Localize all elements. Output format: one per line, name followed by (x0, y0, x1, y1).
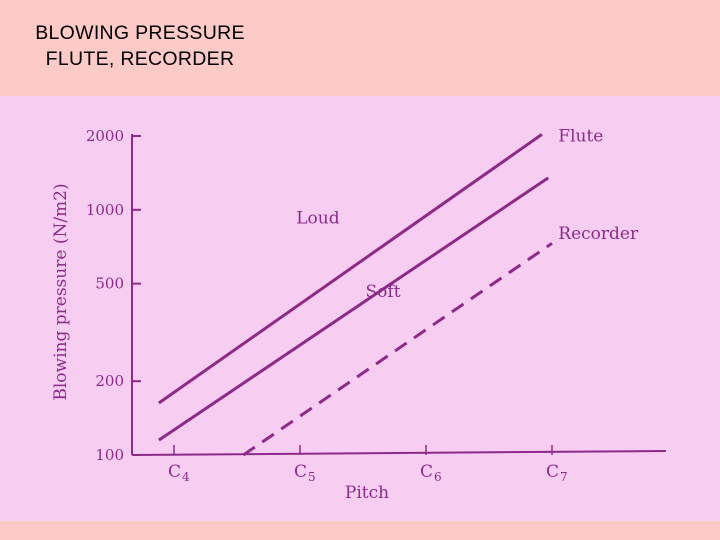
x-tick-label: C7 (546, 462, 568, 484)
series-lines (158, 133, 553, 457)
axes (131, 134, 667, 456)
y-tick-label: 500 (95, 275, 124, 293)
series-line-loud (158, 133, 543, 405)
slide-title: BLOWING PRESSURE FLUTE, RECORDER (10, 20, 270, 72)
series-line-soft (158, 176, 550, 442)
y-axis-label: Blowing pressure (N/m2) (51, 183, 71, 400)
x-tick-label: C4 (168, 462, 190, 484)
x-tick-label: C5 (294, 462, 316, 484)
annotation-loud: Loud (296, 208, 339, 228)
slide-footer (0, 521, 720, 540)
y-tick-label: 100 (95, 446, 124, 464)
y-tick-label: 2000 (86, 127, 124, 145)
y-ticks: 2000 1000 500 200 100 (86, 127, 141, 464)
annotation-flute: Flute (558, 126, 603, 146)
slide-title-line-2: FLUTE, RECORDER (45, 48, 235, 70)
y-tick-label: 200 (95, 372, 124, 390)
annotation-soft: Soft (366, 282, 401, 302)
x-axis-line (131, 450, 667, 456)
series-line-recorder (242, 242, 553, 457)
y-tick-label: 1000 (86, 201, 124, 219)
x-axis-label: Pitch (345, 483, 389, 503)
annotations: Flute Loud Soft Recorder (296, 126, 639, 302)
slide-header: BLOWING PRESSURE FLUTE, RECORDER (0, 0, 720, 96)
annotation-recorder: Recorder (558, 224, 639, 244)
slide-title-line-1: BLOWING PRESSURE (35, 22, 245, 44)
chart-photo (0, 96, 720, 521)
x-ticks: C4 C5 C6 C7 (168, 445, 568, 484)
x-tick-label: C6 (420, 462, 442, 484)
